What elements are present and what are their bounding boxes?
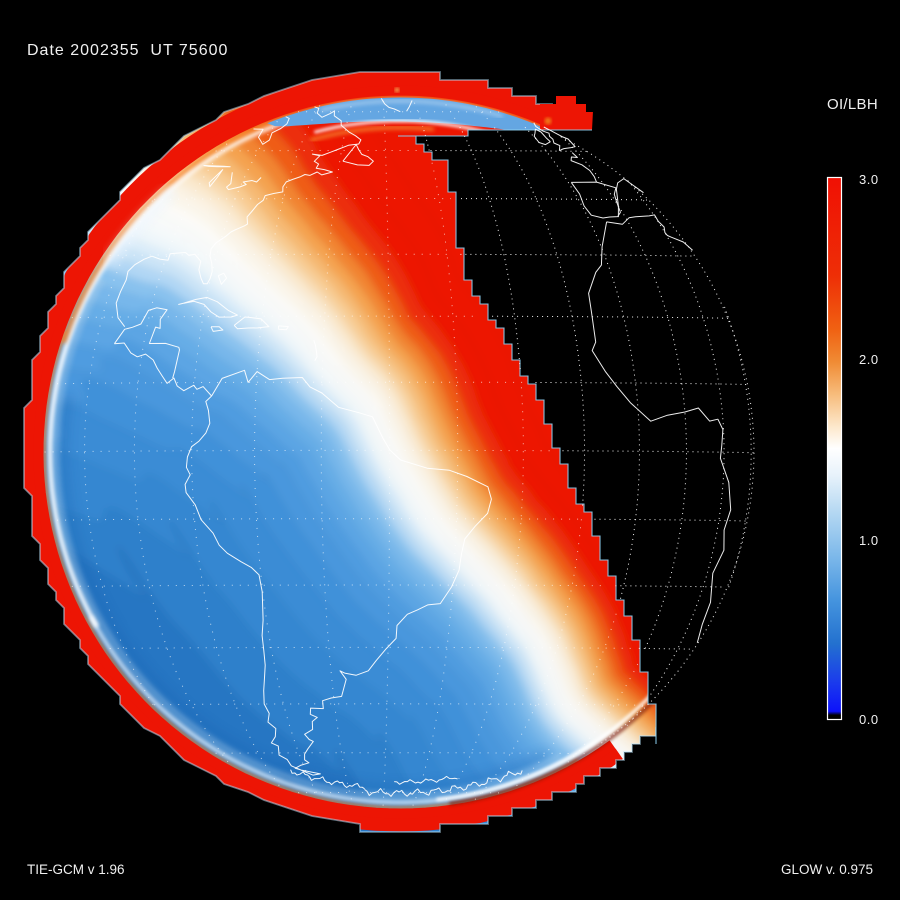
svg-text:Date 2002355 UT 75600: Date 2002355 UT 75600: [27, 42, 228, 59]
svg-text:3.0: 3.0: [859, 172, 879, 187]
svg-text:1.0: 1.0: [859, 533, 879, 548]
svg-text:0.0: 0.0: [859, 712, 879, 727]
svg-text:2.0: 2.0: [859, 352, 879, 367]
svg-text:OI/LBH: OI/LBH: [827, 96, 878, 113]
svg-text:GLOW v. 0.975: GLOW v. 0.975: [781, 862, 873, 877]
svg-text:TIE-GCM v 1.96: TIE-GCM v 1.96: [27, 862, 125, 877]
